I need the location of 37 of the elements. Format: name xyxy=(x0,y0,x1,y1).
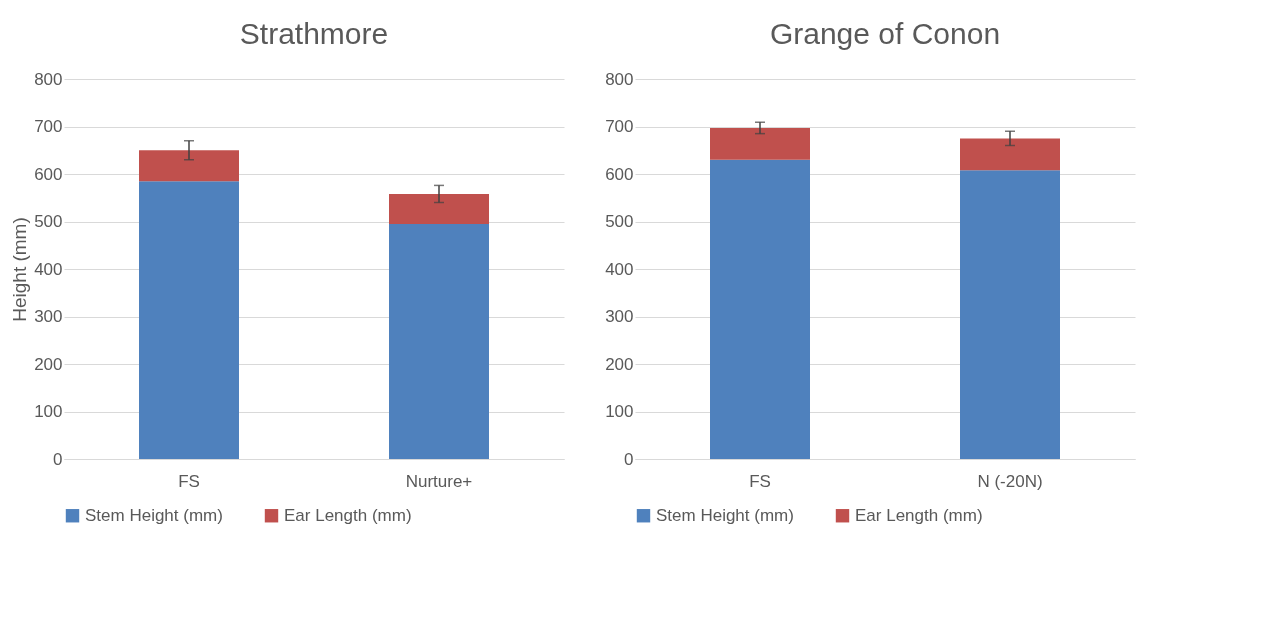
y-tick-label: 0 xyxy=(624,449,634,469)
bar xyxy=(389,193,489,224)
x-tick-label: Nurture+ xyxy=(405,471,473,491)
y-tick-label: 800 xyxy=(605,69,634,89)
legend-label: Ear Length (mm) xyxy=(284,505,412,525)
y-tick-label: 600 xyxy=(34,164,63,184)
y-tick-label: 800 xyxy=(34,69,63,89)
x-tick-label: N (-20N) xyxy=(977,471,1043,491)
y-tick-label: 200 xyxy=(605,354,634,374)
y-tick-label: 100 xyxy=(605,402,634,421)
y-tick-label: 600 xyxy=(605,164,634,184)
legend-label: Stem Height (mm) xyxy=(85,505,223,525)
x-tick-label: FS xyxy=(749,471,771,491)
y-axis-title: Height (mm) xyxy=(9,217,31,322)
bar xyxy=(389,223,489,459)
y-tick-label: 300 xyxy=(605,307,634,326)
chart-title: Strathmore xyxy=(239,17,389,50)
y-tick-label: 500 xyxy=(34,212,63,231)
y-tick-label: 400 xyxy=(34,259,63,279)
bar xyxy=(710,127,810,160)
y-tick-label: 100 xyxy=(34,402,63,421)
bar xyxy=(139,150,239,182)
legend-label: Stem Height (mm) xyxy=(656,505,794,525)
y-tick-label: 700 xyxy=(34,117,63,136)
x-tick-label: FS xyxy=(178,471,200,491)
bar xyxy=(139,181,239,459)
bar xyxy=(960,170,1060,459)
y-tick-label: 200 xyxy=(34,354,63,374)
legend-label: Ear Length (mm) xyxy=(855,505,983,525)
y-tick-label: 500 xyxy=(605,212,634,231)
bar xyxy=(960,138,1060,171)
y-tick-label: 0 xyxy=(53,449,63,469)
bar xyxy=(710,159,810,459)
chart-title: Grange of Conon xyxy=(769,17,1001,50)
y-tick-label: 700 xyxy=(605,117,634,136)
y-tick-label: 400 xyxy=(605,259,634,279)
y-tick-label: 300 xyxy=(34,307,63,326)
